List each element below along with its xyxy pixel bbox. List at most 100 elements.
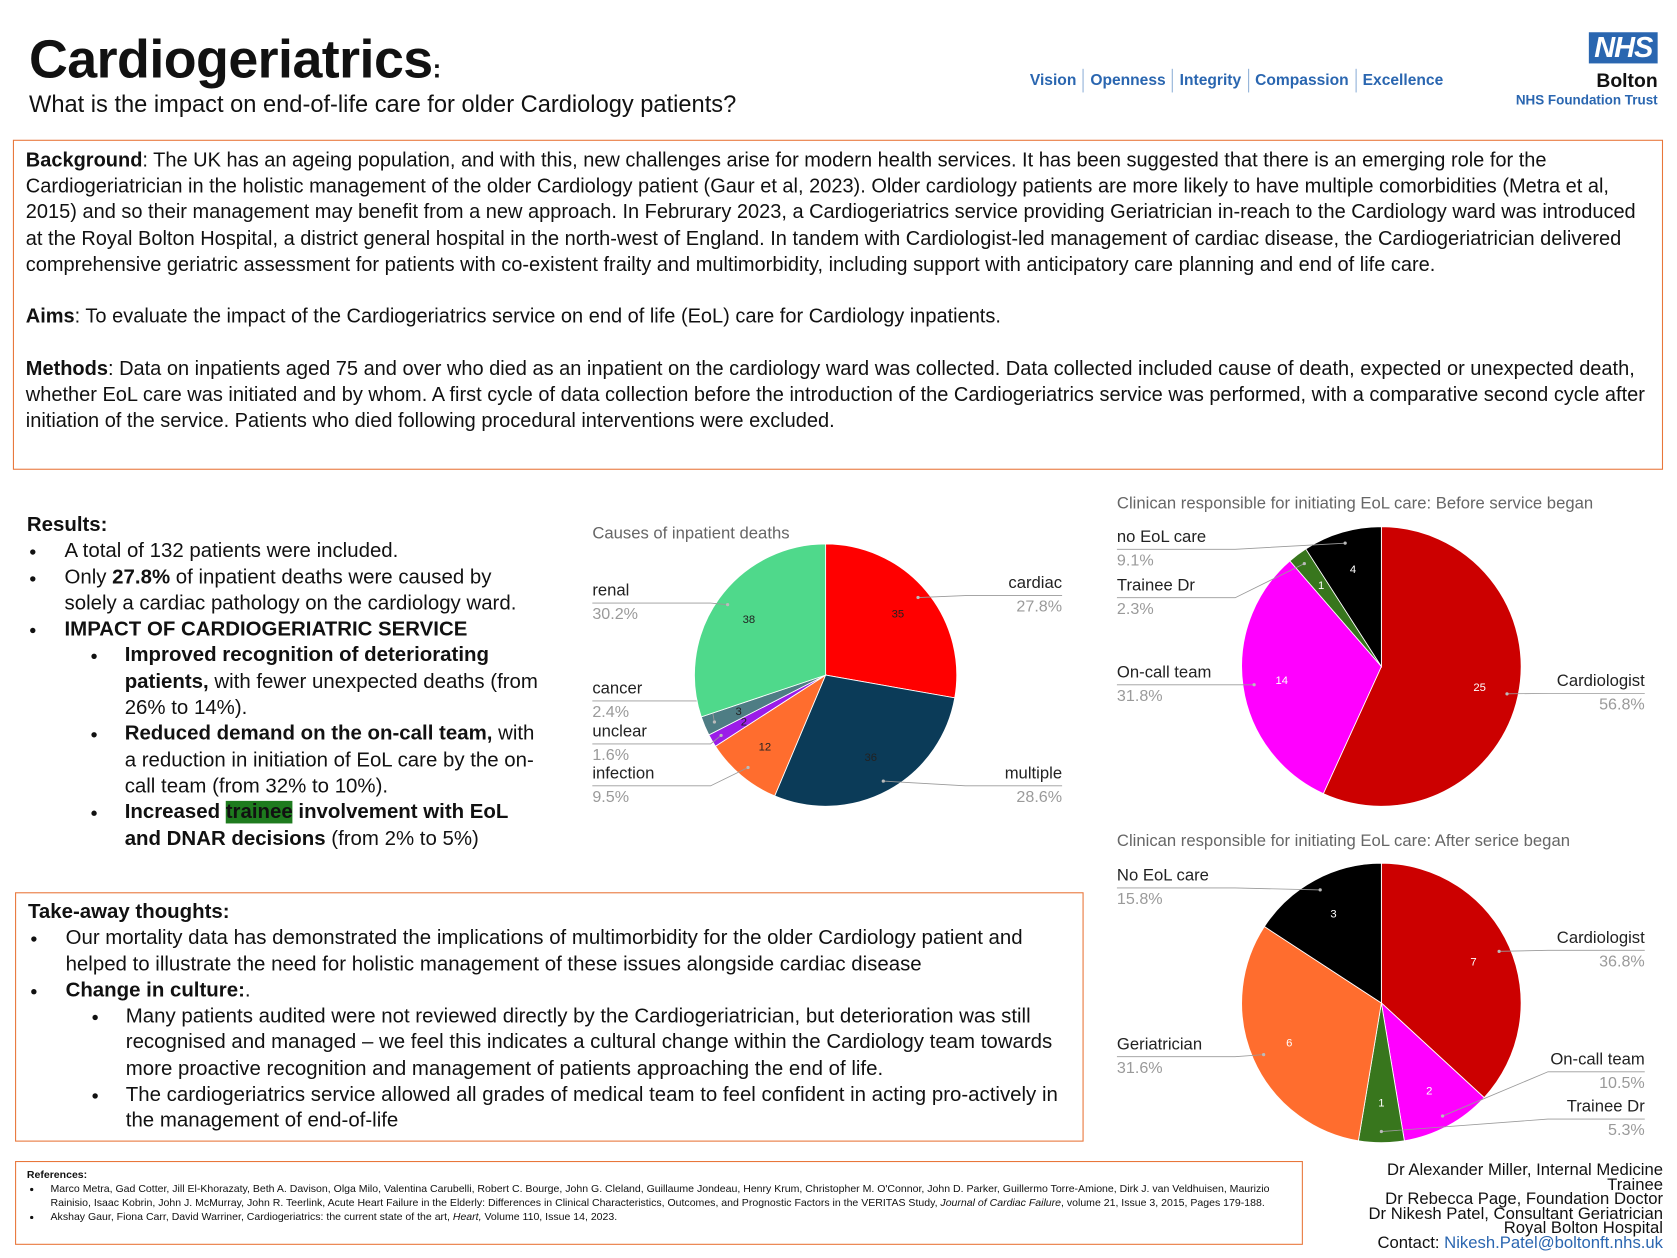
leader-dot: [881, 779, 885, 783]
leader-line: [883, 780, 1063, 787]
slice-value-label: 38: [743, 614, 756, 626]
text: : Data on inpatients aged 75 and over wh…: [25, 356, 1645, 432]
value-item: Vision: [1029, 72, 1077, 90]
title: Cardiogeriatrics:: [29, 28, 441, 90]
item: Only 27.8% of inpatient deaths were caus…: [27, 565, 543, 617]
subtitle: What is the impact on end-of-life care f…: [29, 90, 737, 118]
leader-dot: [726, 603, 730, 607]
leader-line: [1116, 887, 1321, 891]
slice: [825, 543, 958, 699]
text: Many patients audited were not reviewed …: [125, 1005, 1053, 1081]
highlight: trainee: [225, 801, 293, 824]
text: Reduced demand on the on-call team,: [124, 722, 493, 746]
text: with a reduction in initiation of EoL ca…: [124, 722, 535, 798]
text: Our mortality data has demonstrated the …: [65, 926, 1023, 976]
subitem: Reduced demand on the on-call team, with…: [27, 722, 543, 800]
leader-line: [1116, 542, 1346, 550]
percent-label: 2.4%: [592, 703, 629, 721]
leader-dot: [1379, 1129, 1383, 1134]
item: Our mortality data has demonstrated the …: [28, 926, 1072, 978]
percent-label: 28.6%: [1016, 788, 1062, 806]
aims: Aims: To evaluate the impact of the Card…: [26, 303, 1651, 329]
category-label: Cardiologist: [1557, 928, 1645, 947]
slice: [1380, 862, 1522, 1099]
leader-dot: [1343, 541, 1347, 545]
reference: Marco Metra, Gad Cotter, Jill El-Khoraza…: [27, 1183, 1291, 1211]
slice-value-label: 4: [1350, 564, 1356, 576]
text: involvement with EoL and DNAR decisions: [124, 801, 508, 850]
text: .: [244, 979, 251, 1002]
text: of inpatient deaths were caused by solel…: [64, 566, 517, 615]
heading: Results:: [26, 513, 108, 537]
background: Background: The UK has an ageing populat…: [26, 147, 1651, 277]
heading: Take-away thoughts:: [27, 900, 230, 924]
leader-line: [592, 602, 728, 606]
slice: [1241, 925, 1382, 1142]
title-suffix: :: [432, 54, 442, 84]
list: Our mortality data has demonstrated the …: [28, 926, 1072, 1135]
category-label: On-call team: [1117, 662, 1211, 681]
percent-label: 36.8%: [1599, 952, 1645, 970]
text: Akshay Gaur, Fiona Carr, David Warriner,…: [50, 1211, 453, 1224]
slice: [774, 674, 956, 807]
chart-title: Clinican responsible for initiating EoL …: [1117, 494, 1593, 513]
journal: Heart,: [452, 1211, 482, 1224]
logo-nhs: NHS: [1588, 32, 1658, 64]
percent-label: 10.5%: [1599, 1074, 1645, 1092]
leader-line: [918, 595, 1063, 598]
text: Improved recognition of deteriorating pa…: [124, 644, 489, 694]
email[interactable]: Nikesh.Patel@boltonft.nhs.uk: [1444, 1233, 1664, 1252]
text: Change in culture:: [65, 979, 245, 1002]
contact-label: Contact:: [1377, 1233, 1440, 1252]
logo: NHS Bolton NHS Foundation Trust: [1516, 32, 1658, 108]
label: Methods: [25, 356, 108, 380]
references-box: References: Marco Metra, Gad Cotter, Jil…: [15, 1161, 1303, 1245]
author-line: Dr Alexander Miller, Internal Medicine T…: [1387, 1161, 1664, 1194]
slice-value-label: 1: [1318, 580, 1324, 592]
percent-label: 2.3%: [1117, 600, 1154, 618]
intro-box: Background: The UK has an ageing populat…: [12, 139, 1664, 470]
item: IMPACT OF CARDIOGERIATRIC SERVICE: [27, 617, 543, 643]
percent-label: 56.8%: [1599, 695, 1645, 713]
leader-dot: [1262, 1053, 1266, 1057]
leader-line: [1381, 1118, 1645, 1132]
text: : To evaluate the impact of the Cardioge…: [74, 304, 1001, 328]
slice: [1241, 560, 1382, 795]
values-row: Vision Openness Integrity Compassion Exc…: [1023, 68, 1449, 93]
list: Marco Metra, Gad Cotter, Jill El-Khoraza…: [27, 1183, 1291, 1225]
category-label: cancer: [592, 678, 642, 697]
category-label: Trainee Dr: [1117, 575, 1196, 594]
text: IMPACT OF CARDIOGERIATRIC SERVICE: [64, 618, 468, 641]
contact: Contact: Nikesh.Patel@boltonft.nhs.uk: [1341, 1233, 1664, 1252]
text: (from 2% to 5%): [325, 827, 479, 850]
author-line: Dr Nikesh Patel, Consultant Geriatrician: [1368, 1204, 1664, 1223]
category-label: cardiac: [1008, 573, 1062, 592]
slice: [694, 543, 827, 718]
author-line: Dr Rebecca Page, Foundation Doctor: [1385, 1190, 1664, 1209]
subitem: The cardiogeriatrics service allowed all…: [28, 1083, 1072, 1135]
text: Volume 110, Issue 14, 2023.: [481, 1211, 618, 1224]
category-label: Cardiologist: [1557, 671, 1645, 690]
slice-value-label: 14: [1276, 675, 1289, 687]
value-item: Compassion: [1247, 68, 1356, 93]
leader-line: [1116, 1054, 1264, 1058]
leader-dot: [1318, 888, 1322, 892]
slice-value-label: 12: [759, 741, 772, 753]
slice-value-label: 1: [1378, 1098, 1384, 1110]
category-label: No EoL care: [1117, 866, 1209, 885]
chart-title: Causes of inpatient deaths: [592, 524, 789, 543]
slice: [1305, 526, 1382, 668]
takeaway-box: Take-away thoughts: Our mortality data h…: [15, 892, 1084, 1142]
slice-value-label: 3: [735, 706, 741, 718]
text: Increased: [124, 801, 226, 824]
category-label: Trainee Dr: [1567, 1097, 1646, 1116]
value-item: Integrity: [1172, 68, 1247, 93]
text: Only: [64, 566, 113, 589]
percent-label: 31.6%: [1117, 1059, 1163, 1077]
chart-title: Clinican responsible for initiating EoL …: [1117, 831, 1570, 850]
author-line: Royal Bolton Hospital: [1503, 1219, 1664, 1238]
leader-dot: [1505, 692, 1509, 696]
